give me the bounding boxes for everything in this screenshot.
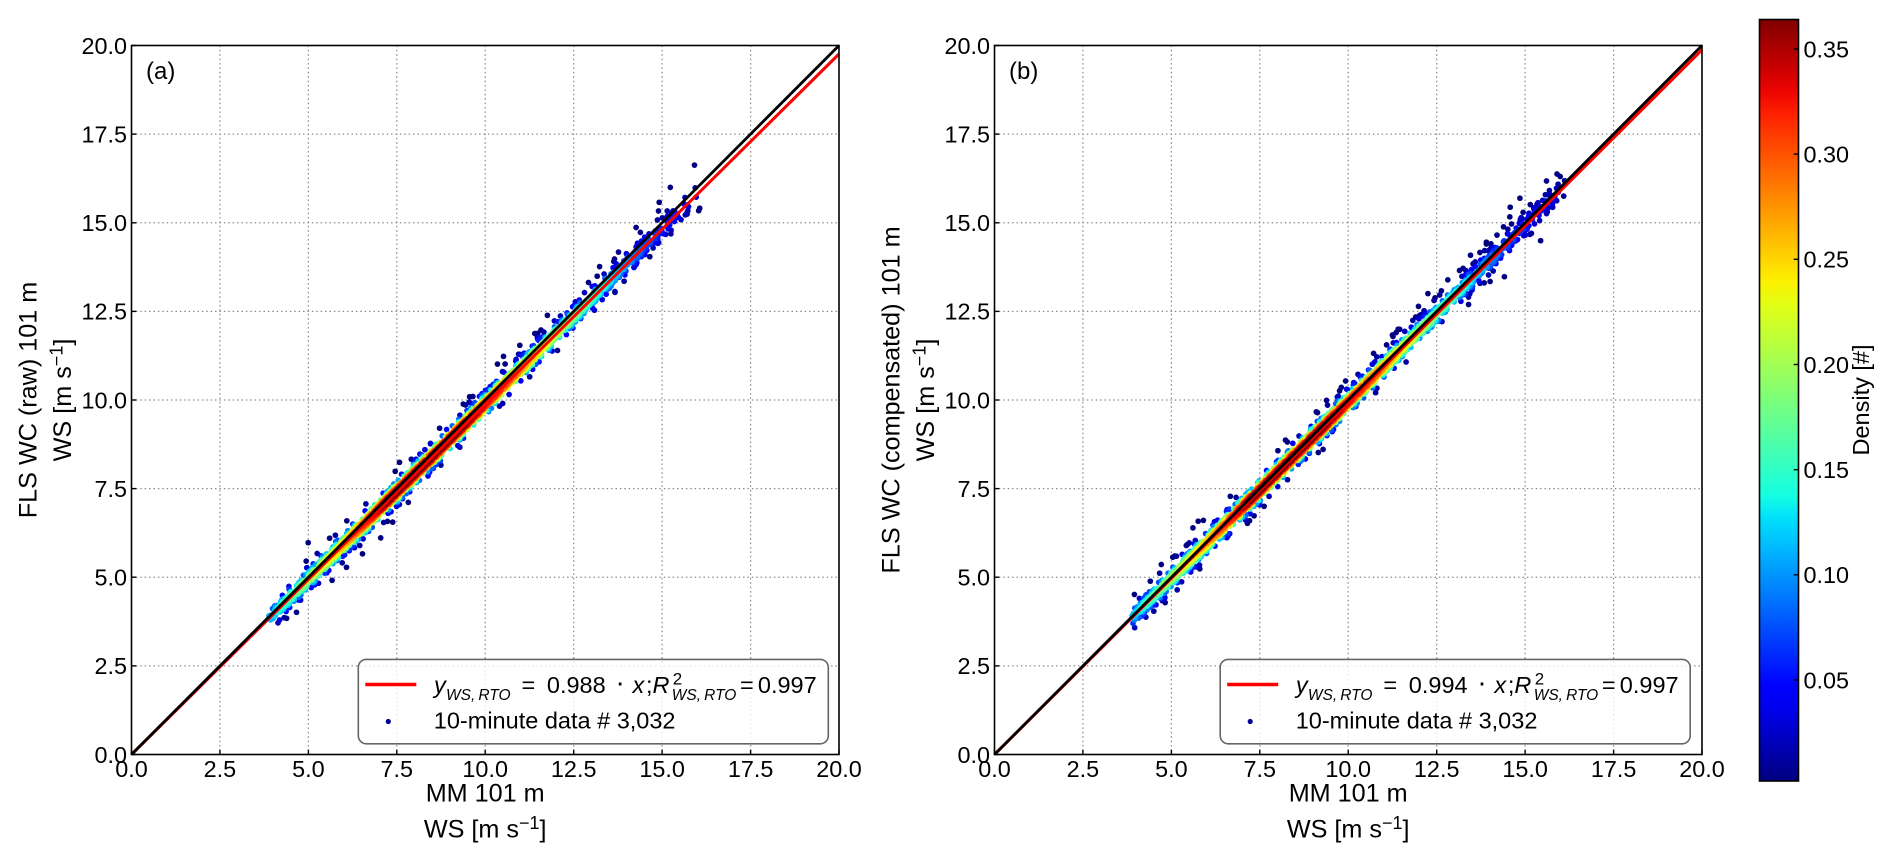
svg-text:WS, RTO: WS, RTO [672,687,737,704]
svg-text:WS, RTO: WS, RTO [446,687,511,704]
svg-text:10.0: 10.0 [81,387,127,413]
svg-text:MM 101 m: MM 101 m [426,780,545,808]
svg-text:=: = [740,672,754,698]
svg-text:15.0: 15.0 [639,756,685,782]
svg-text:20.0: 20.0 [816,756,862,782]
svg-text:2: 2 [673,670,682,689]
svg-text:R: R [653,672,670,698]
svg-text:x: x [632,672,646,698]
svg-text:5.0: 5.0 [292,756,325,782]
svg-text:5.0: 5.0 [94,565,127,591]
svg-text:2.5: 2.5 [94,653,127,679]
svg-text:FLS WC (raw) 101 m: FLS WC (raw) 101 m [15,282,43,519]
svg-text:=: = [522,672,536,698]
svg-text:0.0: 0.0 [94,742,127,768]
svg-text:15.0: 15.0 [81,210,127,236]
svg-text:17.5: 17.5 [728,756,774,782]
svg-text:10-minute data # 3,032: 10-minute data # 3,032 [434,708,676,734]
svg-text:12.5: 12.5 [81,299,127,325]
svg-text:7.5: 7.5 [94,476,127,502]
svg-text:7.5: 7.5 [381,756,414,782]
svg-text:⋅: ⋅ [616,669,624,699]
svg-text:0.988: 0.988 [547,672,606,698]
svg-text:20.0: 20.0 [81,33,127,59]
svg-text:17.5: 17.5 [81,121,127,147]
svg-text:(a): (a) [146,58,175,85]
svg-text:2.5: 2.5 [204,756,237,782]
svg-text:y: y [432,672,447,698]
svg-text:10.0: 10.0 [462,756,508,782]
svg-text:12.5: 12.5 [551,756,597,782]
svg-text:0.997: 0.997 [758,672,817,698]
